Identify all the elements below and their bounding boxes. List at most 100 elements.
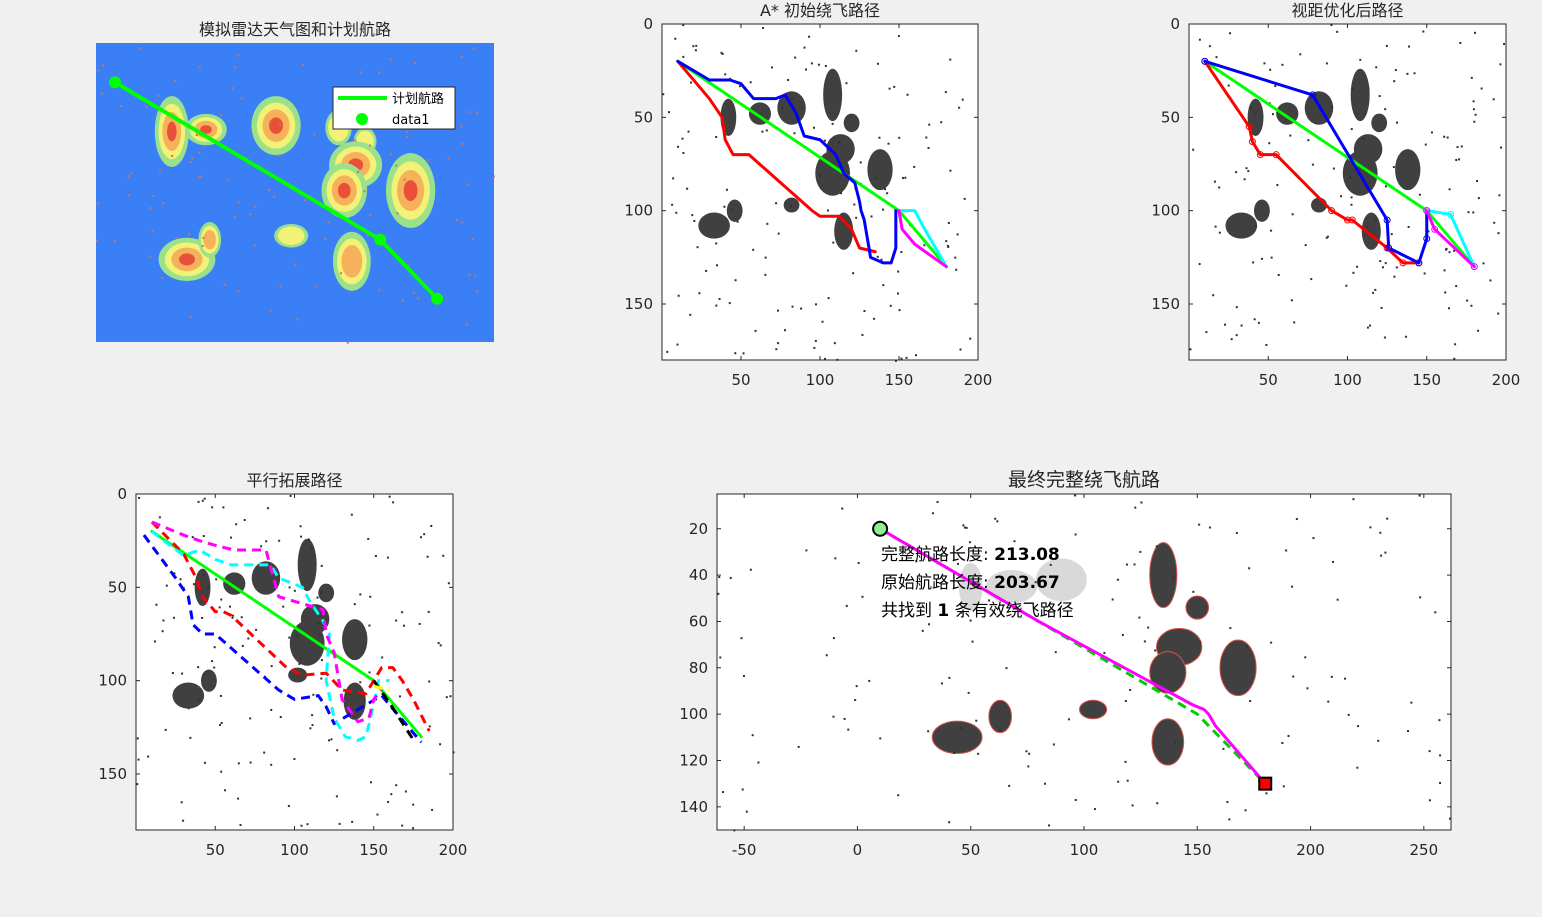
noise-dot	[1253, 318, 1256, 321]
x-tick-label: 50	[1259, 371, 1278, 389]
noise-dot	[1117, 780, 1120, 783]
noise-dot	[388, 495, 391, 498]
noise-dot	[873, 317, 876, 320]
noise-dot	[975, 719, 978, 722]
noise-dot	[369, 144, 372, 147]
noise-dot	[1154, 649, 1157, 652]
obstacle	[297, 538, 317, 592]
noise-dot	[213, 666, 216, 669]
noise-dot	[1311, 163, 1314, 166]
noise-dot	[279, 285, 282, 288]
noise-dot	[237, 797, 240, 800]
noise-dot	[1282, 785, 1285, 788]
noise-dot	[831, 122, 834, 125]
noise-dot	[467, 183, 470, 186]
noise-dot	[369, 214, 372, 217]
y-tick-label: 120	[679, 751, 708, 769]
noise-dot	[369, 781, 372, 784]
noise-dot	[233, 215, 236, 218]
noise-dot	[233, 66, 236, 69]
noise-dot	[231, 616, 234, 619]
noise-dot	[439, 743, 442, 746]
noise-dot	[231, 87, 234, 90]
noise-dot	[672, 177, 675, 180]
path-vertex-marker	[1245, 123, 1253, 131]
obstacle	[834, 212, 854, 250]
noise-dot	[219, 694, 222, 697]
x-tick-label: 100	[280, 841, 309, 859]
noise-dot	[1374, 218, 1377, 221]
path-vertex-marker	[1423, 235, 1431, 243]
noise-dot	[1138, 616, 1141, 619]
noise-dot	[268, 188, 271, 191]
noise-dot	[945, 240, 948, 243]
noise-dot	[1215, 56, 1218, 59]
noise-dot	[734, 279, 737, 282]
noise-dot	[157, 94, 160, 97]
path-vertex-marker	[1348, 216, 1356, 224]
path-vertex-marker	[1470, 263, 1478, 271]
y-tick-label: 150	[98, 765, 127, 783]
noise-dot	[171, 154, 174, 157]
noise-dot	[857, 562, 860, 565]
series-line-3-3	[150, 530, 390, 742]
noise-dot	[789, 205, 792, 208]
noise-dot	[777, 309, 780, 312]
noise-dot	[203, 497, 206, 500]
noise-dot	[1254, 225, 1257, 228]
path-vertex-marker	[1248, 138, 1256, 146]
noise-dot	[158, 169, 161, 172]
noise-dot	[1276, 184, 1279, 187]
axes-ticks-2: 50 100 150 200 0 50 100 150	[1151, 15, 1520, 389]
noise-dot	[1379, 260, 1382, 263]
noise-dot	[696, 246, 699, 249]
noise-dot	[428, 680, 431, 683]
noise-dot	[868, 679, 871, 682]
noise-dot	[207, 585, 210, 588]
noise-dot	[741, 788, 744, 791]
noise-dot	[1390, 233, 1393, 236]
x-tick-label: 50	[961, 841, 980, 859]
x-tick-label: 150	[1183, 841, 1212, 859]
noise-dot	[476, 290, 479, 293]
x-tick-label: 250	[1409, 841, 1438, 859]
noise-dot	[1366, 225, 1369, 228]
noise-dot	[1205, 331, 1208, 334]
noise-dot	[1381, 266, 1384, 269]
series-line-4-1	[878, 527, 1267, 786]
noise-dot	[215, 578, 218, 581]
weather-cells	[96, 47, 495, 344]
noise-dot	[1125, 563, 1128, 566]
noise-dot	[734, 352, 737, 355]
noise-dot	[327, 220, 330, 223]
obstacle	[1225, 212, 1258, 239]
noise-dot	[1396, 121, 1399, 124]
noise-dot	[235, 523, 238, 526]
axes-box-3	[135, 493, 454, 831]
noise-dot	[1470, 304, 1473, 307]
noise-dot	[946, 244, 949, 247]
chart-title-2: 视距优化后路径	[1291, 1, 1403, 20]
noise-dot	[300, 824, 303, 827]
noise-dot	[1124, 760, 1127, 763]
noise-dot	[817, 63, 820, 66]
axes-box-2	[1188, 23, 1507, 361]
noise-dot	[861, 595, 864, 598]
noise-dot	[149, 207, 152, 210]
noise-dot	[1245, 645, 1248, 648]
noise-dot	[427, 610, 430, 613]
noise-dot	[1248, 567, 1251, 570]
noise-dot	[273, 195, 276, 198]
noise-dot	[198, 65, 201, 68]
noise-dot	[1116, 578, 1119, 581]
weather-cell-level	[167, 121, 177, 142]
noise-dot	[928, 123, 931, 126]
noise-dot	[265, 540, 268, 543]
noise-dot	[182, 819, 185, 822]
noise-dot	[139, 47, 142, 50]
x-tick-label: 150	[1412, 371, 1441, 389]
noise-dot	[249, 213, 252, 216]
noise-dot	[255, 628, 258, 631]
noise-dot	[253, 244, 256, 247]
